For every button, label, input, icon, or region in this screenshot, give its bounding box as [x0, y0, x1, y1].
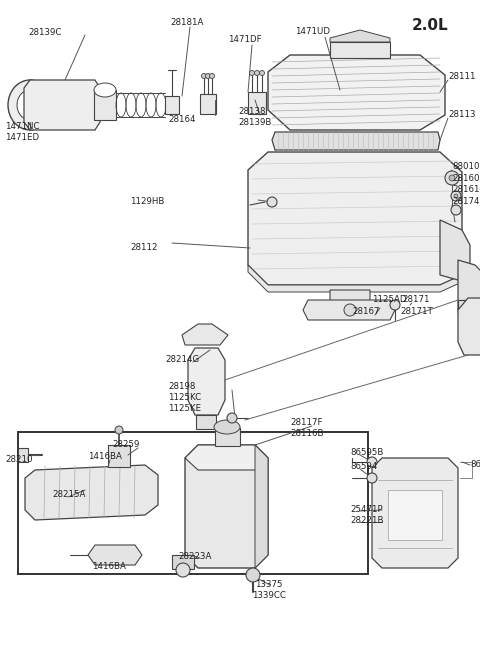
- Circle shape: [367, 457, 377, 467]
- Circle shape: [176, 563, 190, 577]
- Ellipse shape: [214, 420, 240, 434]
- Text: 28259: 28259: [112, 440, 139, 449]
- Text: 88010: 88010: [452, 162, 480, 171]
- Text: 28214G: 28214G: [165, 355, 199, 364]
- Circle shape: [227, 413, 237, 423]
- Polygon shape: [268, 55, 445, 130]
- Polygon shape: [458, 300, 480, 315]
- Circle shape: [454, 194, 458, 198]
- Polygon shape: [440, 220, 470, 280]
- Circle shape: [367, 473, 377, 483]
- Text: 1125KE: 1125KE: [168, 404, 201, 413]
- Circle shape: [205, 74, 211, 78]
- Bar: [94, 90, 116, 120]
- Bar: [18, 432, 368, 574]
- Circle shape: [267, 197, 277, 207]
- Ellipse shape: [94, 83, 116, 97]
- Text: 13375: 13375: [255, 580, 283, 589]
- Polygon shape: [188, 348, 225, 415]
- Polygon shape: [330, 30, 390, 42]
- Bar: [215, 428, 240, 446]
- Text: 28116B: 28116B: [290, 429, 324, 438]
- Circle shape: [250, 70, 254, 76]
- Polygon shape: [88, 545, 142, 565]
- Text: 28221B: 28221B: [350, 516, 384, 525]
- Circle shape: [451, 205, 461, 215]
- Circle shape: [260, 70, 264, 76]
- Text: 1125AD: 1125AD: [372, 295, 407, 304]
- Circle shape: [202, 74, 206, 78]
- Polygon shape: [18, 448, 28, 462]
- Text: 28139C: 28139C: [28, 28, 61, 37]
- Text: 28181A: 28181A: [170, 18, 204, 27]
- Text: 86595B: 86595B: [350, 448, 384, 457]
- Polygon shape: [255, 445, 268, 568]
- Polygon shape: [458, 298, 480, 355]
- Text: 1471DF: 1471DF: [228, 35, 262, 44]
- Text: 1471UD: 1471UD: [295, 27, 330, 36]
- Polygon shape: [388, 490, 442, 540]
- Circle shape: [344, 304, 356, 316]
- Text: 28139B: 28139B: [238, 118, 271, 127]
- Text: 28138: 28138: [238, 107, 265, 116]
- Text: 28174D: 28174D: [452, 197, 480, 206]
- Polygon shape: [303, 300, 395, 320]
- Text: 28112: 28112: [130, 243, 157, 252]
- Text: 28210: 28210: [5, 455, 33, 464]
- Bar: [172, 555, 194, 569]
- Circle shape: [449, 175, 455, 181]
- Polygon shape: [185, 445, 268, 568]
- Circle shape: [209, 74, 215, 78]
- Polygon shape: [458, 260, 480, 320]
- Ellipse shape: [17, 90, 43, 120]
- Polygon shape: [272, 132, 440, 150]
- Text: 1416BA: 1416BA: [88, 452, 122, 461]
- Text: 28161: 28161: [452, 185, 480, 194]
- Text: 1471NC: 1471NC: [5, 122, 39, 131]
- Text: 1471ED: 1471ED: [5, 133, 39, 142]
- Text: 28171: 28171: [402, 295, 430, 304]
- Circle shape: [451, 191, 461, 201]
- Bar: [196, 415, 216, 429]
- Polygon shape: [248, 265, 462, 292]
- Circle shape: [246, 568, 260, 582]
- Polygon shape: [182, 324, 228, 345]
- Text: 1129HB: 1129HB: [130, 197, 164, 206]
- Text: 28160B: 28160B: [452, 174, 480, 183]
- Polygon shape: [330, 290, 370, 308]
- Text: 28171T: 28171T: [400, 307, 433, 316]
- Text: 1339CC: 1339CC: [252, 591, 286, 600]
- Polygon shape: [185, 445, 268, 470]
- Polygon shape: [372, 458, 458, 568]
- Circle shape: [390, 300, 400, 310]
- Bar: [165, 96, 179, 114]
- Polygon shape: [25, 465, 158, 520]
- Circle shape: [254, 70, 260, 76]
- Text: 86594: 86594: [350, 462, 377, 471]
- Text: 28113: 28113: [448, 110, 476, 119]
- Circle shape: [115, 426, 123, 434]
- Text: 2.0L: 2.0L: [411, 18, 448, 33]
- Text: 28167: 28167: [352, 307, 380, 316]
- Polygon shape: [24, 80, 100, 130]
- Text: 86590: 86590: [470, 460, 480, 469]
- Text: 28215A: 28215A: [52, 490, 85, 499]
- Bar: [248, 92, 266, 114]
- Bar: [330, 42, 390, 58]
- Text: 28117F: 28117F: [290, 418, 323, 427]
- Text: 1416BA: 1416BA: [92, 562, 126, 571]
- Text: 28111: 28111: [448, 72, 476, 81]
- Text: 1125KC: 1125KC: [168, 393, 201, 402]
- Bar: [200, 94, 216, 114]
- Ellipse shape: [8, 80, 52, 130]
- Text: 28164: 28164: [168, 115, 195, 124]
- Text: 28223A: 28223A: [178, 552, 211, 561]
- Text: 25471P: 25471P: [350, 505, 383, 514]
- Bar: [108, 445, 130, 467]
- Circle shape: [445, 171, 459, 185]
- Text: 28198: 28198: [168, 382, 195, 391]
- Polygon shape: [248, 152, 462, 285]
